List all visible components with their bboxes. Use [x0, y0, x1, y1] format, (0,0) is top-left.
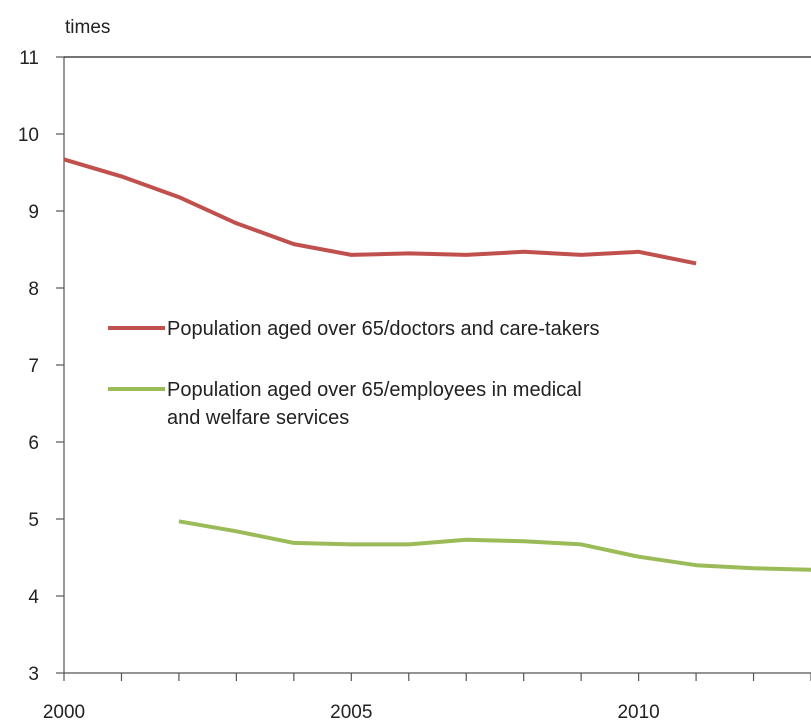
y-tick-label: 8 [28, 279, 39, 300]
legend-label-1: Population aged over 65/doctors and care… [167, 318, 600, 340]
x-tick-label: 2005 [330, 702, 372, 723]
series-line-1 [63, 157, 697, 266]
y-tick-label: 9 [28, 202, 39, 223]
y-axis-unit-label: times [65, 17, 110, 38]
legend-label-line: and welfare services [167, 407, 349, 429]
series-layer [63, 157, 811, 572]
legend: Population aged over 65/doctors and care… [108, 318, 600, 429]
x-tick-label: 2010 [617, 702, 659, 723]
legend-label-line: Population aged over 65/doctors and care… [167, 318, 600, 340]
y-tick-label: 4 [28, 587, 39, 608]
legend-label-line: Population aged over 65/employees in med… [167, 379, 582, 401]
legend-label-2: Population aged over 65/employees in med… [167, 379, 582, 429]
series-line-2 [178, 519, 811, 572]
y-tick-label: 11 [19, 48, 39, 69]
axes: times 3 4 5 6 7 8 9 10 11 2000 2005 2010 [18, 17, 811, 723]
x-tick-label: 2000 [43, 702, 85, 723]
y-tick-label: 3 [28, 664, 39, 685]
y-tick-label: 7 [28, 356, 39, 377]
y-tick-label: 6 [28, 433, 39, 454]
y-tick-label: 10 [18, 125, 39, 146]
y-tick-label: 5 [28, 510, 39, 531]
